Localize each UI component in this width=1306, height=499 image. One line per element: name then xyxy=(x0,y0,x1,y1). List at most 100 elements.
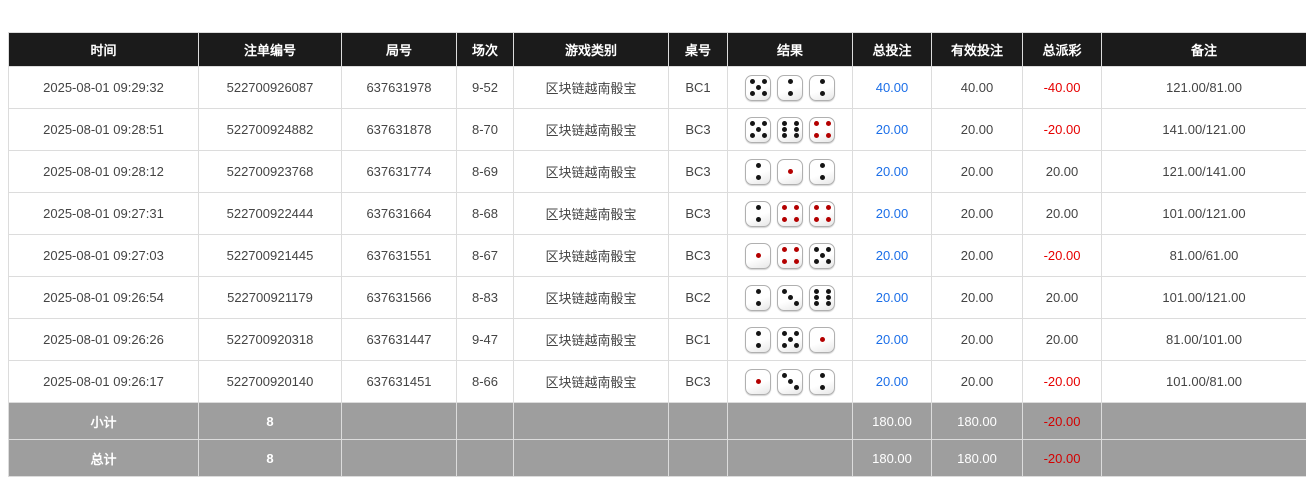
dice-result xyxy=(729,158,852,185)
table-row: 2025-08-01 09:26:54 522700921179 6376315… xyxy=(8,276,1306,319)
cell-valid-bet: 20.00 xyxy=(931,318,1023,361)
die-face-4 xyxy=(777,242,803,269)
total-bet-link[interactable]: 20.00 xyxy=(875,206,909,221)
cell-payout: 20.00 xyxy=(1022,318,1102,361)
die-face-1 xyxy=(777,158,803,185)
total-bet-link[interactable]: 20.00 xyxy=(875,332,909,347)
cell-round-no: 637631774 xyxy=(341,150,457,193)
cell-bet-id: 522700921445 xyxy=(198,234,342,277)
total-bet-link[interactable]: 20.00 xyxy=(875,374,909,389)
grand-total-valid-bet: 180.00 xyxy=(931,439,1023,477)
cell-total-bet: 20.00 xyxy=(852,108,932,151)
table-footer: 小计 8 180.00 180.00 -20.00 总计 8 xyxy=(8,402,1306,477)
die-face-6 xyxy=(777,116,803,143)
subtotal-empty-result xyxy=(727,402,853,440)
cell-remark: 101.00/81.00 xyxy=(1101,360,1306,403)
die-face-2 xyxy=(777,74,803,101)
cell-time: 2025-08-01 09:26:17 xyxy=(8,360,199,403)
subtotal-payout: -20.00 xyxy=(1022,402,1102,440)
cell-time: 2025-08-01 09:29:32 xyxy=(8,66,199,109)
bet-records-table: 时间 注单编号 局号 场次 游戏类别 桌号 结果 总投注 有效投注 总派彩 备注… xyxy=(8,32,1306,477)
col-header-bet-id: 注单编号 xyxy=(198,32,342,67)
total-bet-link[interactable]: 40.00 xyxy=(875,80,909,95)
total-bet-link[interactable]: 20.00 xyxy=(875,164,909,179)
dice-result xyxy=(729,200,852,227)
total-bet-link[interactable]: 20.00 xyxy=(875,290,909,305)
cell-remark: 121.00/81.00 xyxy=(1101,66,1306,109)
cell-round-no: 637631664 xyxy=(341,192,457,235)
cell-remark: 101.00/121.00 xyxy=(1101,192,1306,235)
cell-time: 2025-08-01 09:27:03 xyxy=(8,234,199,277)
table-header: 时间 注单编号 局号 场次 游戏类别 桌号 结果 总投注 有效投注 总派彩 备注 xyxy=(8,32,1306,67)
cell-round-no: 637631451 xyxy=(341,360,457,403)
cell-valid-bet: 20.00 xyxy=(931,234,1023,277)
cell-valid-bet: 20.00 xyxy=(931,150,1023,193)
col-header-payout: 总派彩 xyxy=(1022,32,1102,67)
dice-result xyxy=(729,74,852,101)
cell-total-bet: 20.00 xyxy=(852,150,932,193)
col-header-time: 时间 xyxy=(8,32,199,67)
table-row: 2025-08-01 09:27:03 522700921445 6376315… xyxy=(8,234,1306,277)
grand-total-empty-result xyxy=(727,439,853,477)
cell-total-bet: 20.00 xyxy=(852,360,932,403)
cell-time: 2025-08-01 09:26:26 xyxy=(8,318,199,361)
cell-dice-result xyxy=(727,150,853,193)
total-bet-link[interactable]: 20.00 xyxy=(875,248,909,263)
col-header-total-bet: 总投注 xyxy=(852,32,932,67)
subtotal-total-bet: 180.00 xyxy=(852,402,932,440)
grand-total-label: 总计 xyxy=(8,439,199,477)
total-bet-link[interactable]: 20.00 xyxy=(875,122,909,137)
cell-session: 8-83 xyxy=(456,276,514,319)
die-face-2 xyxy=(809,368,835,395)
cell-valid-bet: 20.00 xyxy=(931,360,1023,403)
cell-game-type: 区块链越南骰宝 xyxy=(513,192,669,235)
cell-bet-id: 522700922444 xyxy=(198,192,342,235)
dice-result xyxy=(729,116,852,143)
col-header-result: 结果 xyxy=(727,32,853,67)
cell-session: 8-70 xyxy=(456,108,514,151)
die-face-5 xyxy=(745,74,771,101)
subtotal-empty-table xyxy=(668,402,728,440)
cell-dice-result xyxy=(727,66,853,109)
die-face-4 xyxy=(809,200,835,227)
cell-bet-id: 522700920318 xyxy=(198,318,342,361)
cell-table-no: BC3 xyxy=(668,108,728,151)
col-header-session: 场次 xyxy=(456,32,514,67)
cell-payout: -20.00 xyxy=(1022,108,1102,151)
cell-dice-result xyxy=(727,108,853,151)
cell-table-no: BC3 xyxy=(668,234,728,277)
cell-payout: -20.00 xyxy=(1022,234,1102,277)
subtotal-count: 8 xyxy=(198,402,342,440)
cell-session: 8-67 xyxy=(456,234,514,277)
col-header-game-type: 游戏类别 xyxy=(513,32,669,67)
cell-total-bet: 20.00 xyxy=(852,276,932,319)
cell-table-no: BC1 xyxy=(668,66,728,109)
cell-dice-result xyxy=(727,192,853,235)
cell-bet-id: 522700926087 xyxy=(198,66,342,109)
subtotal-empty-round xyxy=(341,402,457,440)
subtotal-remark xyxy=(1101,402,1306,440)
cell-round-no: 637631978 xyxy=(341,66,457,109)
cell-payout: 20.00 xyxy=(1022,150,1102,193)
table-row: 2025-08-01 09:26:17 522700920140 6376314… xyxy=(8,360,1306,403)
cell-payout: 20.00 xyxy=(1022,276,1102,319)
die-face-2 xyxy=(809,74,835,101)
cell-payout: -40.00 xyxy=(1022,66,1102,109)
die-face-5 xyxy=(777,326,803,353)
die-face-6 xyxy=(809,284,835,311)
subtotal-row: 小计 8 180.00 180.00 -20.00 xyxy=(8,402,1306,440)
die-face-2 xyxy=(745,158,771,185)
table-row: 2025-08-01 09:29:32 522700926087 6376319… xyxy=(8,66,1306,109)
grand-total-empty-round xyxy=(341,439,457,477)
die-face-2 xyxy=(809,158,835,185)
cell-round-no: 637631566 xyxy=(341,276,457,319)
cell-session: 8-69 xyxy=(456,150,514,193)
cell-bet-id: 522700924882 xyxy=(198,108,342,151)
grand-total-total-bet: 180.00 xyxy=(852,439,932,477)
grand-total-payout: -20.00 xyxy=(1022,439,1102,477)
header-row: 时间 注单编号 局号 场次 游戏类别 桌号 结果 总投注 有效投注 总派彩 备注 xyxy=(8,32,1306,67)
cell-bet-id: 522700923768 xyxy=(198,150,342,193)
dice-result xyxy=(729,368,852,395)
cell-remark: 121.00/141.00 xyxy=(1101,150,1306,193)
